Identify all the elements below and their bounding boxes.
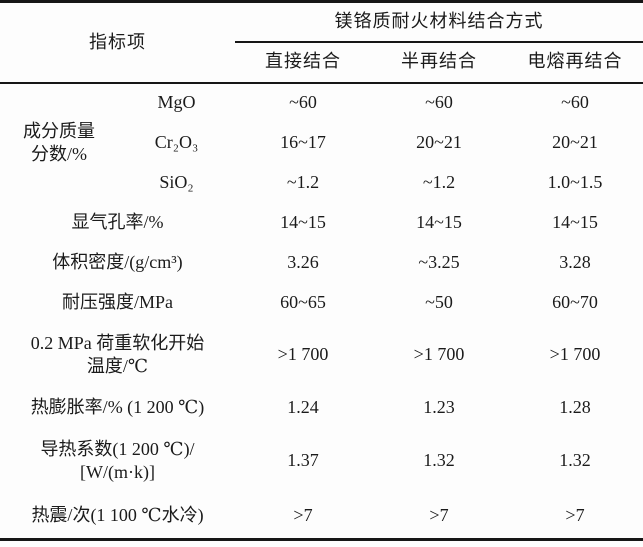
cell-value: ~60 xyxy=(425,92,453,113)
cell-value: ~1.2 xyxy=(286,171,320,192)
cell-value: 16~17 xyxy=(280,131,326,152)
cell-value: 1.28 xyxy=(559,397,591,418)
table-row: 体积密度/(g/cm³) 3.26 ~3.25 3.28 xyxy=(0,243,643,283)
table-row: 成分质量 分数/% MgO ~60 ~60 ~60 xyxy=(0,83,643,164)
header-row-columns: 直接结合 半再结合 电熔再结合 xyxy=(0,41,643,84)
row-label: 热震/次(1 100 ℃水冷) xyxy=(31,505,204,526)
cell-value: 3.28 xyxy=(559,251,591,272)
indicator-column-header: 指标项 xyxy=(0,1,235,84)
header-row-group: 指标项 镁铬质耐火材料结合方式 xyxy=(0,1,643,84)
row-label: SiO₂ xyxy=(159,171,194,192)
row-label: 热膨胀率/% (1 200 ℃) xyxy=(30,397,205,418)
composition-group-label: 成分质量 分数/% xyxy=(23,120,95,164)
cell-value: 1.0~1.5 xyxy=(547,171,603,192)
cell-value: 3.26 xyxy=(287,251,319,272)
cell-value: 60~65 xyxy=(280,291,326,312)
table-row: SiO₂ ~1.2 ~1.2 1.0~1.5 xyxy=(0,163,643,203)
cell-value: 1.32 xyxy=(559,450,591,471)
cell-value: >1 700 xyxy=(277,344,329,365)
cell-value: >1 700 xyxy=(549,344,601,365)
row-label: 体积密度/(g/cm³) xyxy=(52,251,183,272)
row-label: 导热系数(1 200 ℃)/ [W/(m·k)] xyxy=(40,438,195,482)
table-row: 热膨胀率/% (1 200 ℃) 1.24 1.23 1.28 xyxy=(0,388,643,429)
table-row: 耐压强度/MPa 60~65 ~50 60~70 xyxy=(0,283,643,323)
table-row: 显气孔率/% 14~15 14~15 14~15 xyxy=(0,203,643,243)
cell-value: >7 xyxy=(293,505,313,526)
row-label: Cr₂O₃ xyxy=(154,131,199,152)
table-row: Cr₂O₃ 16~17 20~21 20~21 xyxy=(0,123,643,163)
row-label: 耐压强度/MPa xyxy=(61,291,173,312)
cell-value: >1 700 xyxy=(413,344,465,365)
table-header: 指标项 镁铬质耐火材料结合方式 直接结合 半再结合 电熔再结合 xyxy=(0,1,643,84)
column-header-direct-bonded: 直接结合 xyxy=(235,41,371,84)
cell-value: 14~15 xyxy=(416,211,462,232)
row-label: 显气孔率/% xyxy=(71,211,164,232)
cell-value: 1.23 xyxy=(423,397,455,418)
row-label: 0.2 MPa 荷重软化开始 温度/℃ xyxy=(30,332,205,376)
cell-value: 14~15 xyxy=(552,211,598,232)
cell-value: >7 xyxy=(565,505,585,526)
bond-type-group-header: 镁铬质耐火材料结合方式 xyxy=(235,1,643,43)
row-label: MgO xyxy=(157,92,196,113)
table-row: 0.2 MPa 荷重软化开始 温度/℃ >1 700 >1 700 >1 700 xyxy=(0,323,643,388)
column-header-fused-rebonded: 电熔再结合 xyxy=(507,41,643,84)
cell-value: 1.37 xyxy=(287,450,319,471)
column-header-semi-rebonded: 半再结合 xyxy=(371,41,507,84)
cell-value: ~50 xyxy=(425,291,453,312)
cell-value: 20~21 xyxy=(552,131,598,152)
cell-value: >7 xyxy=(429,505,449,526)
cell-value: ~60 xyxy=(289,92,317,113)
table-body: 成分质量 分数/% MgO ~60 ~60 ~60 Cr₂O₃ 16~17 20… xyxy=(0,83,643,540)
table-row: 导热系数(1 200 ℃)/ [W/(m·k)] 1.37 1.32 1.32 xyxy=(0,429,643,494)
cell-value: 1.24 xyxy=(287,397,319,418)
cell-value: 14~15 xyxy=(280,211,326,232)
cell-value: ~60 xyxy=(561,92,589,113)
cell-value: ~1.2 xyxy=(422,171,456,192)
cell-value: ~3.25 xyxy=(418,251,460,272)
table-row: 热震/次(1 100 ℃水冷) >7 >7 >7 xyxy=(0,494,643,540)
cell-value: 20~21 xyxy=(416,131,462,152)
cell-value: 1.32 xyxy=(423,450,455,471)
cell-value: 60~70 xyxy=(552,291,598,312)
